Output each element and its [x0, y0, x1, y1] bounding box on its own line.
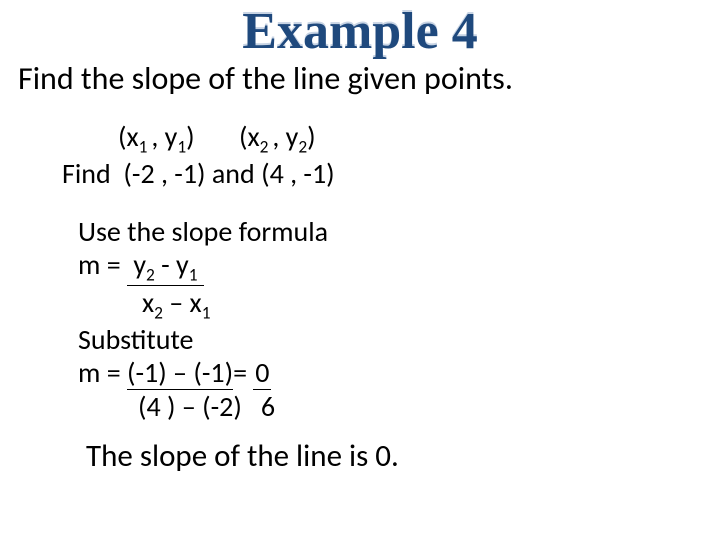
find-prefix: Find	[62, 156, 111, 191]
m-equals-2: m =	[78, 355, 127, 390]
conclusion: The slope of the line is 0.	[0, 437, 720, 475]
substitute-row: m = (-1) – (-1)= 0	[78, 356, 720, 390]
fd-x2s: 2	[154, 302, 163, 324]
step-substitute: Substitute	[78, 323, 720, 356]
find-row: Find (-2 , -1) and (4 , -1)	[62, 157, 720, 191]
lbl-x2-open: (x	[239, 119, 260, 154]
find-and: and	[212, 156, 255, 191]
content-block-2: Use the slope formula m = y2 - y1 x2 – x…	[0, 191, 720, 423]
lbl-p2-close: )	[307, 119, 316, 154]
result-numerator: 0	[253, 356, 271, 390]
fd-x1s: 1	[202, 302, 211, 324]
lbl-y1-sub: 1	[177, 136, 186, 158]
formula-numerator: y2 - y1	[127, 248, 204, 286]
lbl-x2-sub: 2	[260, 136, 273, 158]
fd-minus-x: – x	[163, 285, 202, 320]
lbl-x1-open: (x	[118, 119, 139, 154]
subtitle: Find the slope of the line given points.	[0, 59, 720, 98]
sub-denominator: (4 ) – (-2)	[138, 389, 242, 424]
point-labels: (x1 , y1) (x2 , y2)	[62, 120, 720, 157]
lbl-y2-sub: 2	[298, 136, 307, 158]
equals-mid: =	[233, 355, 253, 390]
find-point-b: (4 , -1)	[261, 156, 335, 191]
sub-numerator: (-1) – (-1)	[127, 356, 233, 390]
substitute-denominator-row: (4 ) – (-2) 6	[138, 390, 720, 423]
result-denominator: 6	[261, 389, 275, 424]
find-point-a: (-2 , -1)	[123, 156, 205, 191]
title-main: Example 4	[0, 2, 720, 61]
fn-minus-y: - y	[155, 247, 189, 282]
formula-row: m = y2 - y1	[78, 248, 720, 286]
content-block-1: (x1 , y1) (x2 , y2) Find (-2 , -1) and (…	[0, 98, 720, 191]
lbl-x1-sub: 1	[139, 136, 152, 158]
formula-denominator: x2 – x1	[142, 286, 720, 323]
lbl-y2-mid: , y	[272, 119, 298, 154]
fd-x: x	[142, 285, 154, 320]
fn-y: y	[133, 247, 146, 282]
m-equals: m =	[78, 247, 127, 282]
fn-y1s: 1	[189, 264, 198, 286]
lbl-y1-mid: , y	[151, 119, 177, 154]
step-use-formula: Use the slope formula	[78, 215, 720, 248]
slide-title: Example 4 Example 4	[0, 2, 720, 61]
lbl-p1-close: )	[186, 119, 195, 154]
fn-y2s: 2	[146, 264, 155, 286]
